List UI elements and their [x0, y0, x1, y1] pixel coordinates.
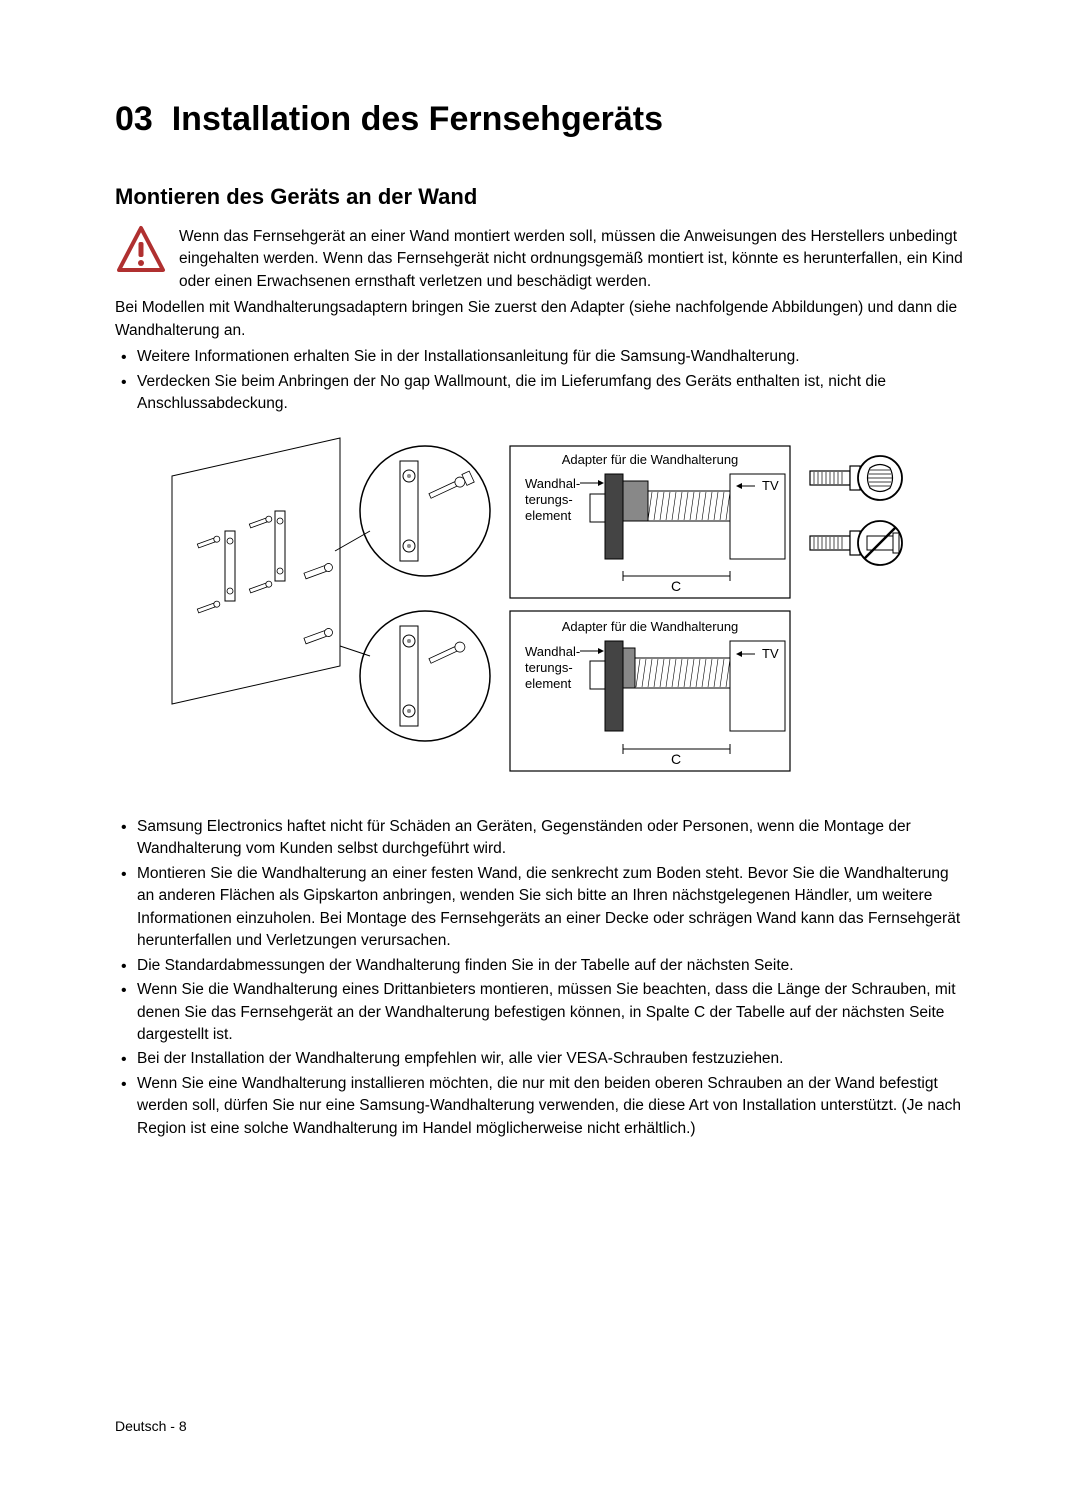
- tv-label-2: TV: [762, 646, 779, 661]
- bracket-label-1: Wandhal-: [525, 476, 580, 491]
- svg-text:terungs-: terungs-: [525, 660, 573, 675]
- top-bullet-list: Weitere Informationen erhalten Sie in de…: [115, 346, 965, 415]
- chapter-number: 03: [115, 100, 153, 138]
- list-item: Wenn Sie die Wandhalterung eines Drittan…: [137, 979, 965, 1046]
- list-item: Die Standardabmessungen der Wandhalterun…: [137, 955, 965, 977]
- dimension-c: C: [671, 578, 681, 594]
- chapter-title: 03 Installation des Fernsehgeräts: [115, 100, 965, 139]
- chapter-name: Installation des Fernsehgeräts: [172, 100, 663, 138]
- warning-text: Wenn das Fernsehgerät an einer Wand mont…: [179, 224, 965, 293]
- bottom-bullet-list: Samsung Electronics haftet nicht für Sch…: [115, 816, 965, 1141]
- tv-label: TV: [762, 478, 779, 493]
- list-item: Wenn Sie eine Wandhalterung installieren…: [137, 1073, 965, 1140]
- footer-page: 8: [179, 1418, 187, 1434]
- list-item: Verdecken Sie beim Anbringen der No gap …: [137, 371, 965, 416]
- page-footer: Deutsch - 8: [115, 1418, 187, 1434]
- svg-text:element: element: [525, 676, 572, 691]
- bolt-allowed-icon: [810, 456, 902, 500]
- detail-box-lower: Adapter für die Wandhalterung Wandhal- t…: [510, 611, 790, 771]
- wall-mount-diagram: Adapter für die Wandhalterung Wandhal- t…: [115, 436, 965, 786]
- warning-icon: [115, 224, 167, 276]
- adapter-label: Adapter für die Wandhalterung: [562, 452, 739, 467]
- bracket-label-3: element: [525, 508, 572, 523]
- detail-box-upper: Adapter für die Wandhalterung Wandhal- t…: [510, 446, 790, 598]
- svg-text:Wandhal-: Wandhal-: [525, 644, 580, 659]
- list-item: Montieren Sie die Wandhalterung an einer…: [137, 863, 965, 953]
- zoom-circle-upper: [335, 446, 490, 576]
- list-item: Weitere Informationen erhalten Sie in de…: [137, 346, 965, 368]
- dimension-c-2: C: [671, 751, 681, 767]
- section-title: Montieren des Geräts an der Wand: [115, 184, 965, 210]
- warning-block: Wenn das Fernsehgerät an einer Wand mont…: [115, 224, 965, 293]
- list-item: Samsung Electronics haftet nicht für Sch…: [137, 816, 965, 861]
- tv-panel-illustration: [172, 438, 340, 704]
- bracket-label-2: terungs-: [525, 492, 573, 507]
- footer-language: Deutsch: [115, 1418, 166, 1434]
- adapter-label-2: Adapter für die Wandhalterung: [562, 619, 739, 634]
- bolt-forbidden-icon: [810, 521, 902, 565]
- intro-text: Bei Modellen mit Wandhalterungsadaptern …: [115, 297, 965, 342]
- list-item: Bei der Installation der Wandhalterung e…: [137, 1048, 965, 1070]
- zoom-circle-lower: [340, 611, 490, 741]
